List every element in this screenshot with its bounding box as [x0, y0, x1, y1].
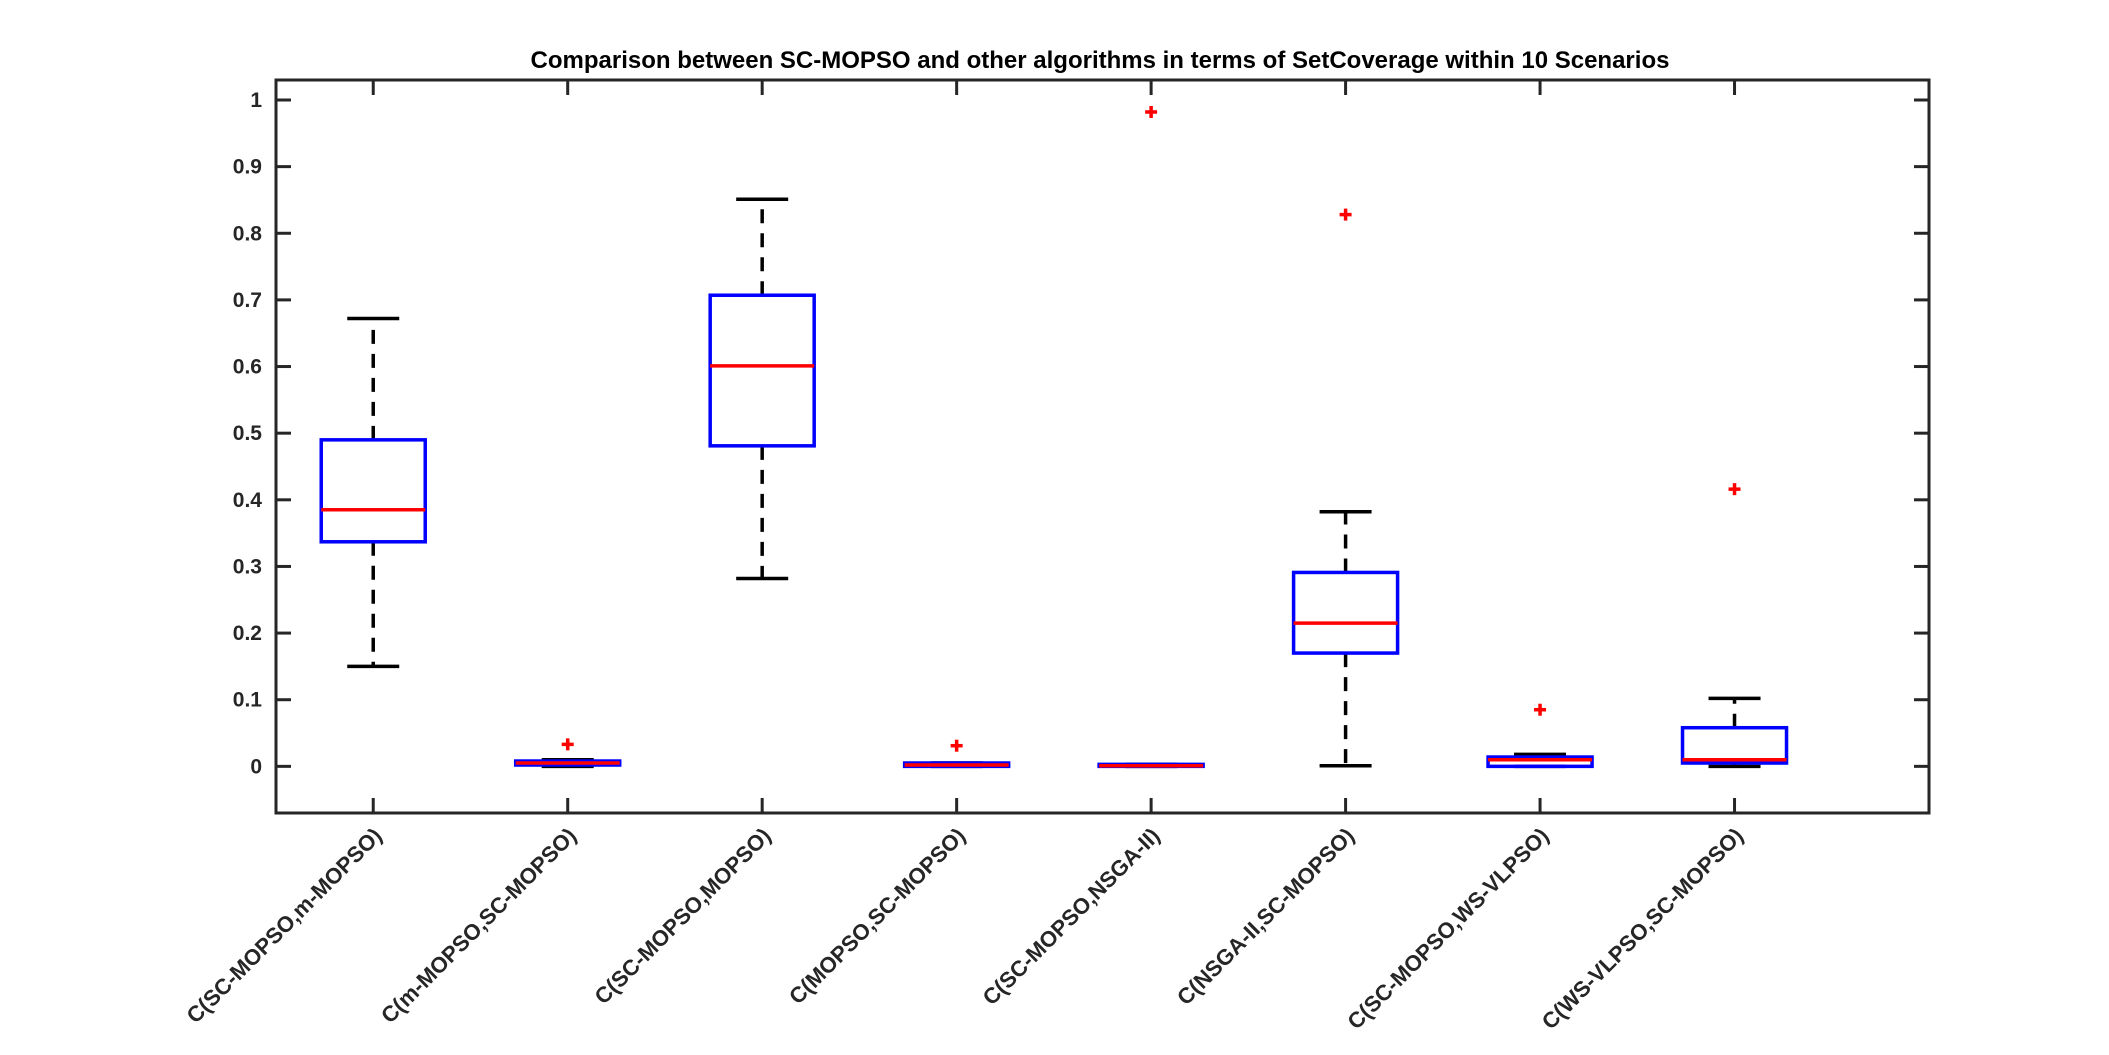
box-group-2 — [513, 738, 622, 769]
y-tick-label: 0.3 — [233, 555, 262, 578]
chart-title: Comparison between SC-MOPSO and other al… — [531, 47, 1670, 74]
axes-frame — [274, 78, 1931, 815]
y-tick-label: 0.4 — [233, 489, 263, 512]
box-iqr — [319, 438, 427, 544]
x-category-label: C(MOPSO,SC-MOPSO) — [784, 823, 970, 1009]
outlier-marker — [950, 739, 963, 752]
box-group-7 — [1486, 703, 1594, 769]
outlier-marker — [1145, 105, 1158, 118]
box-iqr — [1680, 725, 1789, 765]
outlier-marker — [561, 738, 574, 751]
box-group-6 — [1291, 208, 1400, 768]
y-tick-label: 0.5 — [233, 422, 263, 445]
box-group-5 — [1097, 105, 1205, 769]
y-tick-label: 0.6 — [233, 356, 262, 379]
box-group-8 — [1680, 483, 1789, 769]
outlier-marker — [1534, 703, 1547, 716]
y-tick-label: 0 — [250, 755, 262, 778]
y-tick-label: 1 — [250, 89, 262, 112]
y-tick-label: 0.1 — [233, 689, 263, 712]
box-iqr — [1486, 755, 1594, 769]
y-tick-label: 0.7 — [233, 289, 262, 312]
y-tick-label: 0.9 — [233, 156, 262, 179]
x-category-label: C(SC-MOPSO,NSGA-II) — [978, 823, 1165, 1010]
box-iqr — [1291, 570, 1400, 655]
y-tick-label: 0.2 — [233, 622, 262, 645]
box-group-4 — [902, 739, 1011, 769]
x-category-label: C(m-MOPSO,SC-MOPSO) — [376, 823, 581, 1028]
outlier-marker — [1339, 208, 1352, 221]
box-iqr — [708, 293, 816, 448]
y-tick-label: 0.8 — [233, 222, 263, 245]
x-category-label: C(SC-MOPSO,MOPSO) — [589, 823, 775, 1009]
x-category-label: C(SC-MOPSO,m-MOPSO) — [182, 823, 387, 1028]
outlier-marker — [1728, 483, 1741, 496]
x-category-label: C(NSGA-II,SC-MOPSO) — [1172, 823, 1359, 1010]
x-category-label: C(WS-VLPSO,SC-MOPSO) — [1537, 823, 1748, 1034]
x-category-label: C(SC-MOPSO,WS-VLPSO) — [1342, 823, 1553, 1034]
box-group-3 — [708, 197, 816, 581]
plot-area: 0 0.1 0.2 0.3 0.4 0.5 0.6 0.7 0.8 0.9 1 C(SC-MOPSO,… — [182, 80, 1929, 1034]
box-group-1 — [319, 316, 427, 669]
